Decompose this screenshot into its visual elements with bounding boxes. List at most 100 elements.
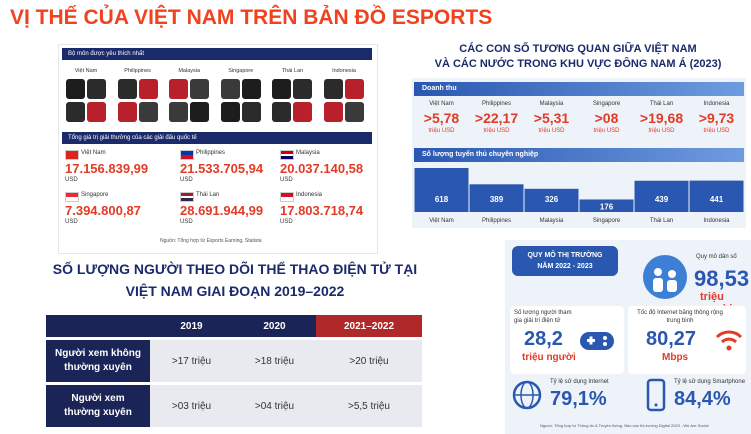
table-cell: >18 triệu bbox=[233, 340, 316, 382]
prize-unit: USD bbox=[280, 177, 293, 183]
flag bbox=[65, 150, 79, 160]
gamepad bbox=[580, 332, 614, 350]
game-icon bbox=[190, 102, 210, 122]
person-body bbox=[653, 278, 663, 292]
country-name: Singapore bbox=[228, 68, 254, 74]
game-icon bbox=[272, 102, 292, 122]
heading-line: NĂM 2022 - 2023 bbox=[537, 263, 593, 270]
flag bbox=[280, 192, 294, 202]
game-icon bbox=[117, 79, 137, 99]
flag-stripe bbox=[66, 193, 78, 197]
flag bbox=[65, 192, 79, 202]
page-title: VỊ THẾ CỦA VIỆT NAM TRÊN BẢN ĐỒ ESPORTS bbox=[10, 6, 493, 29]
flag-stripe bbox=[281, 197, 293, 201]
source-note: Nguồn: Tổng hợp từ Thông tin & Truyền th… bbox=[540, 423, 709, 428]
game-icon bbox=[220, 102, 240, 122]
stat-unit: Mbps bbox=[662, 352, 689, 363]
revenue-value: >5,78 bbox=[423, 110, 460, 126]
stat-unit: triệu người bbox=[522, 352, 576, 363]
game-icon bbox=[345, 102, 364, 122]
header-cell: 2019 bbox=[150, 315, 233, 337]
game-icon bbox=[66, 79, 85, 99]
country-name: Thái Lan bbox=[281, 68, 304, 74]
globe bbox=[643, 255, 687, 299]
category-label: Philippines bbox=[482, 218, 511, 224]
prize-value: 28.691.944,99 bbox=[180, 203, 264, 218]
flag-stripe bbox=[281, 193, 293, 197]
flag bbox=[180, 192, 194, 202]
game-icon bbox=[66, 102, 85, 122]
country-name: Việt Nam bbox=[74, 68, 98, 74]
country-name: Indonesia bbox=[296, 192, 323, 198]
country-name: Malaysia bbox=[539, 101, 564, 107]
game-icon bbox=[220, 79, 240, 99]
wifi-icon bbox=[715, 330, 743, 351]
country-name: Malaysia bbox=[178, 68, 201, 74]
bar-label: 326 bbox=[545, 195, 559, 204]
table-cell: >17 triệu bbox=[150, 340, 233, 382]
bar bbox=[579, 199, 634, 212]
country-name: Singapore bbox=[592, 101, 621, 107]
row-label: Người xem không thường xuyên bbox=[46, 340, 150, 382]
section-heading: Bộ môn được yêu thích nhất bbox=[62, 48, 372, 60]
flag bbox=[180, 150, 194, 160]
row-label: Người xem thường xuyên bbox=[46, 385, 150, 427]
viewers-table: 2019 2020 2021–2022 Người xem không thường … bbox=[46, 312, 422, 430]
flag-stripe bbox=[181, 155, 193, 159]
wifi-dot bbox=[726, 345, 732, 351]
prize-value: 20.037.140,58 bbox=[280, 161, 364, 176]
game-icon bbox=[345, 79, 364, 99]
country-name: Philippines bbox=[481, 101, 512, 107]
country-name: Thái Lan bbox=[196, 192, 220, 198]
person-body bbox=[667, 280, 677, 292]
stat-label: Tốc độ Internet băng thông rộng trung bì… bbox=[637, 310, 723, 324]
bar bbox=[689, 180, 744, 212]
title-line: VIỆT NAM GIAI ĐOẠN 2019–2022 bbox=[125, 283, 345, 299]
heading-line: QUY MÔ THỊ TRƯỜNG bbox=[527, 252, 603, 259]
prize-unit: USD bbox=[180, 177, 193, 183]
games-grid: Việt Nam Philippines Malaysia Singapore Thái… bbox=[62, 64, 372, 126]
dpad bbox=[589, 336, 593, 345]
country-name: Indonesia bbox=[332, 68, 356, 74]
section-heading: Tổng giá trị giải thưởng của các giải đấ… bbox=[62, 132, 372, 144]
game-icon bbox=[190, 79, 210, 99]
phone-button bbox=[654, 403, 658, 407]
bar-label: 389 bbox=[490, 195, 504, 204]
game-icon bbox=[87, 79, 106, 99]
revenue-unit: triệu USD bbox=[648, 128, 675, 134]
flag-stripe bbox=[281, 153, 293, 157]
market-heading: QUY MÔ THỊ TRƯỜNG NĂM 2022 - 2023 bbox=[512, 246, 618, 276]
person-head bbox=[654, 268, 662, 276]
header-cell bbox=[46, 315, 150, 337]
title-line: VÀ CÁC NƯỚC TRONG KHU VỰC ĐÔNG NAM Á (20… bbox=[434, 58, 722, 70]
prize-grid: Việt Nam 17.156.839,99 USD Philippines 21.53… bbox=[62, 148, 372, 232]
gamepad-icon bbox=[580, 332, 614, 350]
flag-stripe bbox=[66, 197, 78, 201]
table-cell: >03 triệu bbox=[150, 385, 233, 427]
phone bbox=[646, 378, 666, 412]
bar-label: 439 bbox=[655, 195, 669, 204]
table-cell: >04 triệu bbox=[233, 385, 316, 427]
bar bbox=[414, 168, 469, 212]
revenue-value: >22,17 bbox=[474, 110, 519, 126]
table-row: Người xem không thường xuyên >17 triệu >18… bbox=[46, 340, 422, 382]
left-panel bbox=[58, 44, 378, 254]
prize-value: 17.803.718,74 bbox=[280, 203, 364, 218]
globe-icon bbox=[512, 380, 542, 410]
header-cell: 2020 bbox=[233, 315, 316, 337]
prize-unit: USD bbox=[65, 219, 78, 225]
revenue-grid: Việt Nam >5,78 triệu USD Philippines >22,17 t… bbox=[414, 98, 744, 142]
person-head bbox=[668, 270, 676, 278]
revenue-unit: triệu USD bbox=[593, 128, 620, 134]
game-icon bbox=[293, 79, 313, 99]
flag-stripe bbox=[281, 156, 293, 160]
bar-label: 441 bbox=[710, 195, 724, 204]
game-icon bbox=[138, 102, 158, 122]
game-icon bbox=[169, 102, 189, 122]
flag-stripe bbox=[181, 151, 193, 155]
bar bbox=[469, 184, 524, 212]
revenue-unit: triệu USD bbox=[538, 128, 565, 134]
country-name: Indonesia bbox=[703, 101, 730, 107]
header-row: 2019 2020 2021–2022 bbox=[46, 315, 422, 337]
game-icon bbox=[272, 79, 292, 99]
